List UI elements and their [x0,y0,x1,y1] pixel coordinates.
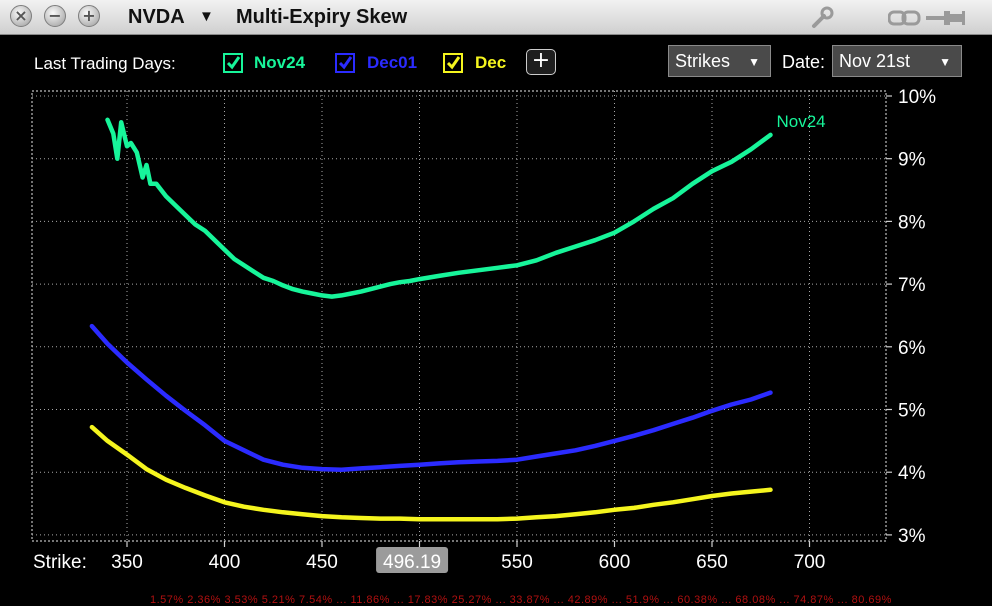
minimize-window-button[interactable]: − [44,5,66,27]
last-trading-days-label: Last Trading Days: [34,54,176,73]
series-line-nov24[interactable] [105,117,773,299]
x-tick-label: 550 [501,552,533,573]
add-series-button[interactable]: + [526,49,556,75]
window-title: Multi-Expiry Skew [236,6,408,28]
window-title-bar: × − + NVDA ▼ Multi-Expiry Skew [0,0,992,35]
y-tick-label: 4% [898,463,926,484]
maximize-window-button[interactable]: + [78,5,100,27]
series-end-label: Nov24 [777,112,826,131]
x-tick-label: 600 [599,552,631,573]
series-line-dec[interactable] [89,424,773,522]
date-value: Nov 21st [839,51,911,71]
y-tick-label: 6% [898,338,926,359]
x-tick-label: 350 [111,552,143,573]
dec01-checkbox[interactable] [335,53,355,73]
date-label: Date: [782,52,826,72]
y-tick-label: 10% [898,87,936,108]
y-tick-label: 8% [898,212,926,233]
x-axis-mode-value: Strikes [675,51,731,71]
chevron-down-icon: ▼ [939,55,951,69]
chevron-down-icon[interactable]: ▼ [199,8,214,25]
checkmark-icon [338,56,353,70]
close-window-button[interactable]: × [10,5,32,27]
x-tick-label: 400 [209,552,241,573]
y-tick-label: 3% [898,526,926,547]
checkmark-icon [226,56,241,70]
y-tick-label: 5% [898,401,926,422]
bottom-ticker-strip: 1.57% 2.36% 3.53% 5.21% 7.54% ... 11.86%… [150,594,892,606]
series-label-nov24[interactable]: Nov24 [254,53,306,72]
nov24-checkbox[interactable] [223,53,243,73]
date-dropdown[interactable]: Nov 21st ▼ [832,45,962,77]
x-tick-label: 700 [794,552,826,573]
x-tick-label: 450 [306,552,338,573]
series-line-dec01[interactable] [89,323,773,472]
crosshair-value-label: 496.19 [383,552,441,573]
wrench-icon[interactable] [810,6,836,30]
x-axis-label: Strike: [33,552,87,573]
pin-icon[interactable] [926,9,966,27]
crosshair-value-box [376,547,449,573]
y-tick-label: 9% [898,150,926,171]
x-tick-label: 650 [696,552,728,573]
y-tick-label: 7% [898,275,926,296]
chevron-down-icon: ▼ [748,55,760,69]
series-label-dec[interactable]: Dec [475,53,507,72]
dec-checkbox[interactable] [443,53,463,73]
checkmark-icon [446,56,461,70]
link-icon[interactable] [888,10,922,26]
ticker-selector[interactable]: NVDA [128,6,185,28]
x-axis-mode-dropdown[interactable]: Strikes ▼ [668,45,771,77]
series-label-dec01[interactable]: Dec01 [367,53,418,72]
